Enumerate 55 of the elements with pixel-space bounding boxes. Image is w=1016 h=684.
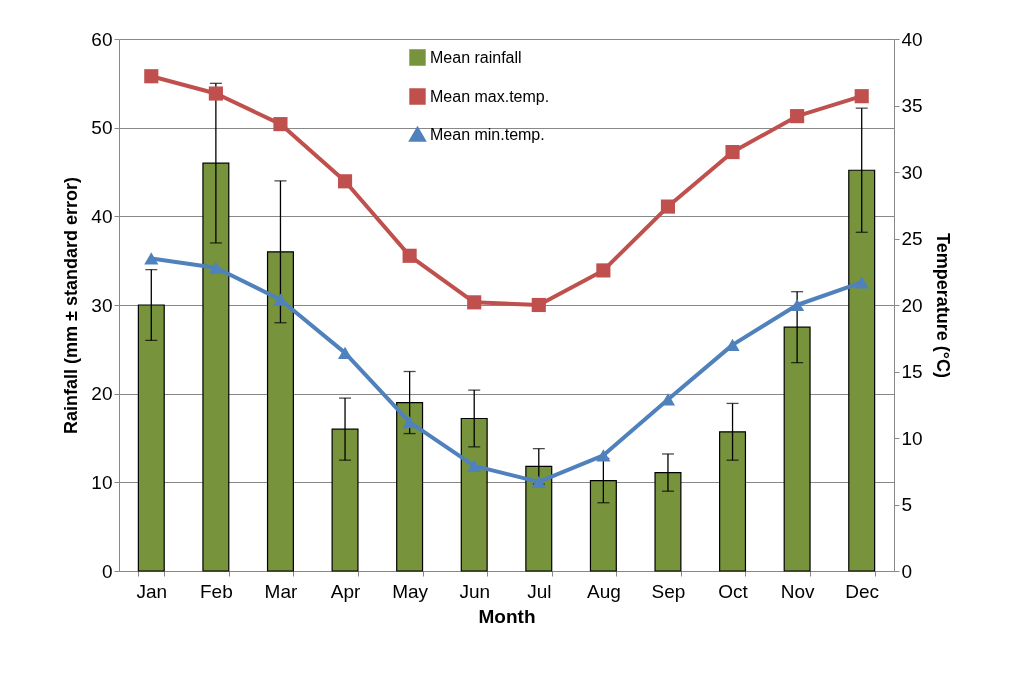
point (402, 415, 417, 429)
x-tick-label: Jun (459, 580, 491, 602)
x-tick-label: Dec (845, 580, 880, 602)
x-tick-label: May (392, 580, 429, 602)
y-tick-label: 0 (101, 560, 113, 582)
point (337, 346, 353, 359)
x-tick-label: Apr (330, 580, 361, 602)
point (725, 144, 740, 160)
point (273, 117, 288, 132)
y2-tick-label: 30 (901, 161, 923, 183)
point (854, 89, 869, 104)
y2-tick-label: 5 (901, 494, 913, 515)
point (596, 449, 611, 462)
point (790, 109, 805, 124)
y2-tick-label: 10 (901, 427, 923, 449)
y2-axis-title: Temperature (°C) (932, 233, 953, 378)
point (467, 459, 482, 473)
point (467, 295, 482, 310)
y-tick-label: 40 (91, 205, 113, 227)
point (790, 298, 805, 312)
x-tick-label: Jul (527, 580, 552, 602)
x-tick-label: Mar (264, 580, 298, 602)
y-axis-title: Rainfall (mm ± standard error) (61, 177, 82, 434)
y-tick-label: 60 (91, 28, 113, 50)
y2-tick-label: 20 (901, 294, 923, 316)
point (337, 174, 353, 189)
x-tick-label: Oct (718, 580, 749, 602)
legend-label: Mean min.temp. (430, 125, 545, 143)
y2-tick-label: 15 (901, 361, 923, 382)
y2-tick-label: 35 (901, 95, 923, 116)
y-tick-label: 30 (91, 294, 113, 316)
legend-label: Mean rainfall (430, 48, 522, 66)
point (660, 199, 676, 214)
point (402, 248, 417, 263)
y-tick-label: 10 (91, 471, 113, 493)
point (208, 86, 223, 101)
legend-label: Mean max.temp. (430, 87, 550, 105)
y-tick-label: 50 (91, 117, 113, 139)
x-axis-title: Month (478, 605, 536, 627)
y-tick-label: 20 (91, 383, 113, 405)
y2-tick-label: 40 (901, 28, 923, 50)
point (208, 261, 223, 274)
y2-tick-label: 25 (901, 228, 923, 249)
x-tick-label: Aug (586, 580, 621, 602)
x-tick-label: Sep (651, 580, 686, 602)
point (596, 263, 611, 278)
point (144, 69, 159, 84)
x-tick-label: Feb (200, 580, 233, 602)
point (531, 475, 546, 489)
x-tick-label: Jan (136, 580, 168, 602)
point (531, 297, 546, 313)
point (854, 276, 869, 289)
point (144, 252, 159, 265)
x-tick-label: Nov (780, 580, 816, 602)
y2-tick-label: 0 (901, 560, 913, 582)
